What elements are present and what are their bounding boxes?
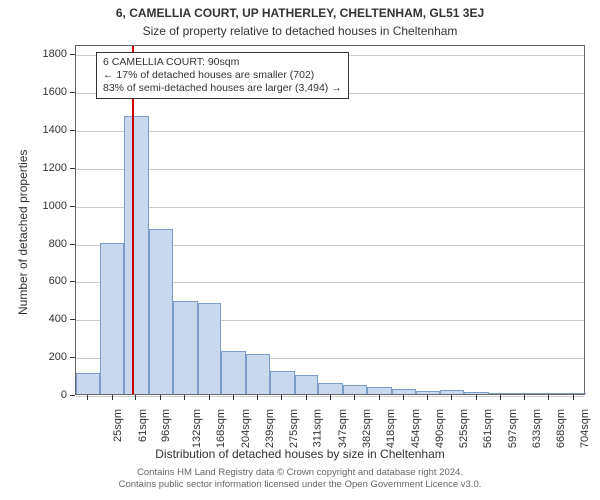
ytick-label: 400 [35,313,67,325]
xtick-mark [451,395,452,400]
xtick-mark [573,395,574,400]
xtick-label: 347sqm [337,409,349,448]
xtick-label: 168sqm [215,409,227,448]
histogram-bar [270,371,294,394]
ytick-mark [70,357,75,358]
histogram-bar [198,303,222,394]
ytick-mark [70,130,75,131]
ytick-label: 1200 [35,162,67,174]
histogram-bar [392,389,416,394]
xtick-label: 382sqm [361,409,373,448]
xtick-mark [330,395,331,400]
ytick-mark [70,319,75,320]
gridline [76,207,584,208]
xtick-mark [476,395,477,400]
xtick-label: 239sqm [264,409,276,448]
xtick-mark [427,395,428,400]
ytick-mark [70,244,75,245]
footer-line2: Contains public sector information licen… [0,479,600,491]
plot-area: 6 CAMELLIA COURT: 90sqm ← 17% of detache… [75,45,585,395]
xtick-mark [524,395,525,400]
xtick-mark [379,395,380,400]
xtick-label: 418sqm [385,409,397,448]
ytick-mark [70,168,75,169]
histogram-bar [76,373,100,394]
xtick-label: 668sqm [555,409,567,448]
chart-title: 6, CAMELLIA COURT, UP HATHERLEY, CHELTEN… [0,6,600,20]
annotation-line3: 83% of semi-detached houses are larger (… [103,82,342,95]
xtick-label: 525sqm [458,409,470,448]
annotation-line1: 6 CAMELLIA COURT: 90sqm [103,56,342,69]
histogram-bar [318,383,342,394]
xtick-label: 311sqm [312,409,324,447]
xtick-mark [500,395,501,400]
xtick-label: 597sqm [507,409,519,448]
xtick-mark [306,395,307,400]
histogram-bar [343,385,367,394]
gridline [76,131,584,132]
ytick-label: 600 [35,275,67,287]
chart-subtitle: Size of property relative to detached ho… [0,24,600,38]
annotation-box: 6 CAMELLIA COURT: 90sqm ← 17% of detache… [96,52,349,99]
xtick-label: 704sqm [579,409,591,448]
xtick-mark [87,395,88,400]
ytick-mark [70,395,75,396]
ytick-label: 1600 [35,86,67,98]
histogram-bar [513,393,537,394]
histogram-bar [124,116,148,394]
xtick-mark [257,395,258,400]
xtick-label: 454sqm [410,409,422,448]
histogram-bar [416,391,440,394]
xtick-label: 633sqm [531,409,543,448]
ytick-mark [70,206,75,207]
xtick-mark [354,395,355,400]
histogram-bar [295,375,319,394]
xtick-label: 61sqm [137,409,149,442]
histogram-bar [537,393,561,394]
xtick-label: 561sqm [482,409,494,448]
ytick-mark [70,92,75,93]
ytick-mark [70,281,75,282]
xtick-mark [281,395,282,400]
ytick-mark [70,54,75,55]
histogram-bar [221,351,245,395]
histogram-bar [562,393,586,394]
histogram-bar [100,243,124,394]
ytick-label: 1400 [35,124,67,136]
ytick-label: 800 [35,238,67,250]
xtick-label: 490sqm [434,409,446,448]
xtick-mark [233,395,234,400]
y-axis-label: Number of detached properties [16,150,30,315]
footer: Contains HM Land Registry data © Crown c… [0,467,600,491]
xtick-label: 132sqm [191,409,203,448]
ytick-label: 1800 [35,48,67,60]
xtick-mark [403,395,404,400]
xtick-label: 25sqm [112,409,124,442]
xtick-mark [548,395,549,400]
xtick-label: 96sqm [160,409,172,442]
x-axis-label: Distribution of detached houses by size … [0,447,600,461]
xtick-mark [184,395,185,400]
histogram-bar [489,393,513,394]
xtick-mark [112,395,113,400]
xtick-mark [135,395,136,400]
xtick-mark [160,395,161,400]
ytick-label: 1000 [35,200,67,212]
xtick-label: 275sqm [288,409,300,448]
histogram-bar [149,229,173,394]
xtick-label: 204sqm [240,409,252,448]
ytick-label: 200 [35,351,67,363]
histogram-bar [367,387,391,394]
xtick-mark [209,395,210,400]
histogram-bar [173,301,197,394]
histogram-bar [440,390,464,394]
gridline [76,169,584,170]
histogram-bar [246,354,270,394]
histogram-bar [464,392,488,394]
annotation-line2: ← 17% of detached houses are smaller (70… [103,69,342,82]
ytick-label: 0 [35,389,67,401]
footer-line1: Contains HM Land Registry data © Crown c… [0,467,600,479]
